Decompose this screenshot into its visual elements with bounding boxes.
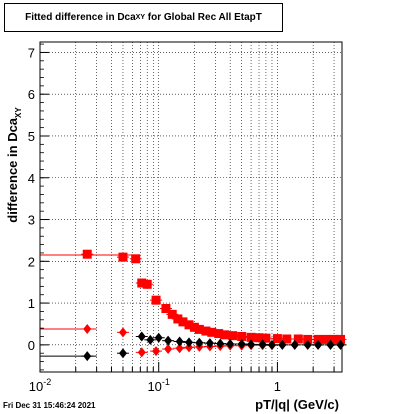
data-point-diamond bbox=[237, 339, 246, 350]
y-tick-label: 1 bbox=[28, 296, 35, 311]
data-point-diamond bbox=[278, 339, 287, 350]
chart-title-rest: for Global Rec All EtapT bbox=[145, 12, 262, 23]
plot-frame bbox=[39, 41, 343, 373]
data-point-diamond bbox=[290, 339, 299, 350]
data-point-diamond bbox=[247, 339, 256, 350]
data-point-square bbox=[173, 314, 183, 324]
data-point-diamond bbox=[226, 339, 235, 350]
data-point-diamond bbox=[185, 337, 194, 348]
data-point-square bbox=[313, 334, 323, 344]
data-point-diamond bbox=[83, 351, 92, 362]
data-point-diamond bbox=[164, 335, 173, 346]
data-point-square bbox=[329, 334, 339, 344]
data-point-diamond bbox=[137, 347, 146, 358]
chart-title-sub: XY bbox=[135, 14, 146, 21]
data-point-square bbox=[336, 334, 346, 344]
axes: 0 1 2 3 4 5 6 7 10-2 10-1 1 bbox=[28, 42, 342, 394]
data-point-square bbox=[293, 334, 303, 344]
data-point-square bbox=[220, 330, 230, 340]
data-point-diamond bbox=[118, 327, 127, 338]
data-point-diamond bbox=[175, 336, 184, 347]
data-point-square bbox=[82, 249, 92, 259]
data-point-square bbox=[131, 254, 141, 264]
data-point-square bbox=[151, 295, 161, 305]
data-point-square bbox=[237, 331, 247, 341]
data-point-diamond bbox=[185, 342, 194, 353]
data-point-square bbox=[142, 279, 152, 289]
data-point-diamond bbox=[336, 339, 345, 350]
data-point-square bbox=[161, 304, 171, 314]
x-tick-label: 1 bbox=[274, 379, 281, 394]
data-point-square bbox=[254, 333, 264, 343]
y-tick-label: 6 bbox=[28, 87, 35, 102]
timestamp: Fri Dec 31 15:46:24 2021 bbox=[3, 401, 96, 410]
data-point-diamond bbox=[195, 337, 204, 348]
y-tick-label: 0 bbox=[28, 338, 35, 353]
data-point-diamond bbox=[314, 339, 323, 350]
data-point-square bbox=[167, 309, 177, 319]
x-axis-label: pT/|q| (GeV/c) bbox=[255, 397, 339, 412]
data-point-square bbox=[246, 332, 256, 342]
data-point-diamond bbox=[267, 339, 276, 350]
data-point-diamond bbox=[83, 323, 92, 334]
data-point-diamond bbox=[118, 348, 127, 359]
data-point-square bbox=[184, 320, 194, 330]
data-point-square bbox=[194, 324, 204, 334]
data-point-diamond bbox=[326, 339, 335, 350]
data-point-diamond bbox=[164, 344, 173, 355]
data-point-square bbox=[261, 333, 271, 343]
svg-text:difference in DcaXY: difference in DcaXY bbox=[5, 107, 23, 223]
data-point-square bbox=[228, 331, 238, 341]
y-tick-label: 7 bbox=[28, 45, 35, 60]
data-point-square bbox=[189, 322, 199, 332]
data-point-diamond bbox=[175, 343, 184, 354]
chart-title: Fitted difference in Dca XY for Global Re… bbox=[4, 3, 283, 32]
x-tick-label: 10-1 bbox=[147, 377, 169, 394]
data-point-square bbox=[178, 317, 188, 327]
data-point-diamond bbox=[303, 339, 312, 350]
data-point-square bbox=[272, 334, 282, 344]
y-tick-label: 5 bbox=[28, 129, 35, 144]
data-points bbox=[81, 249, 347, 362]
data-point-square bbox=[137, 278, 147, 288]
data-point-square bbox=[201, 326, 211, 336]
data-point-diamond bbox=[216, 338, 225, 349]
data-point-diamond bbox=[258, 339, 267, 350]
x-tick-label: 10-2 bbox=[29, 377, 51, 394]
y-tick-label: 4 bbox=[28, 171, 35, 186]
data-point-diamond bbox=[152, 346, 161, 357]
data-point-diamond bbox=[154, 332, 163, 343]
chart-title-main: Fitted difference in Dca bbox=[25, 12, 136, 23]
data-point-square bbox=[282, 334, 292, 344]
data-point-diamond bbox=[205, 338, 214, 349]
data-point-diamond bbox=[146, 334, 155, 345]
data-point-square bbox=[214, 329, 224, 339]
y-axis-label: difference in DcaXY bbox=[5, 107, 23, 223]
y-tick-label: 3 bbox=[28, 213, 35, 228]
data-point-square bbox=[303, 334, 313, 344]
data-point-square bbox=[207, 327, 217, 337]
data-point-square bbox=[322, 334, 332, 344]
data-point-diamond bbox=[137, 331, 146, 342]
y-tick-label: 2 bbox=[28, 254, 35, 269]
data-point-square bbox=[118, 252, 128, 262]
